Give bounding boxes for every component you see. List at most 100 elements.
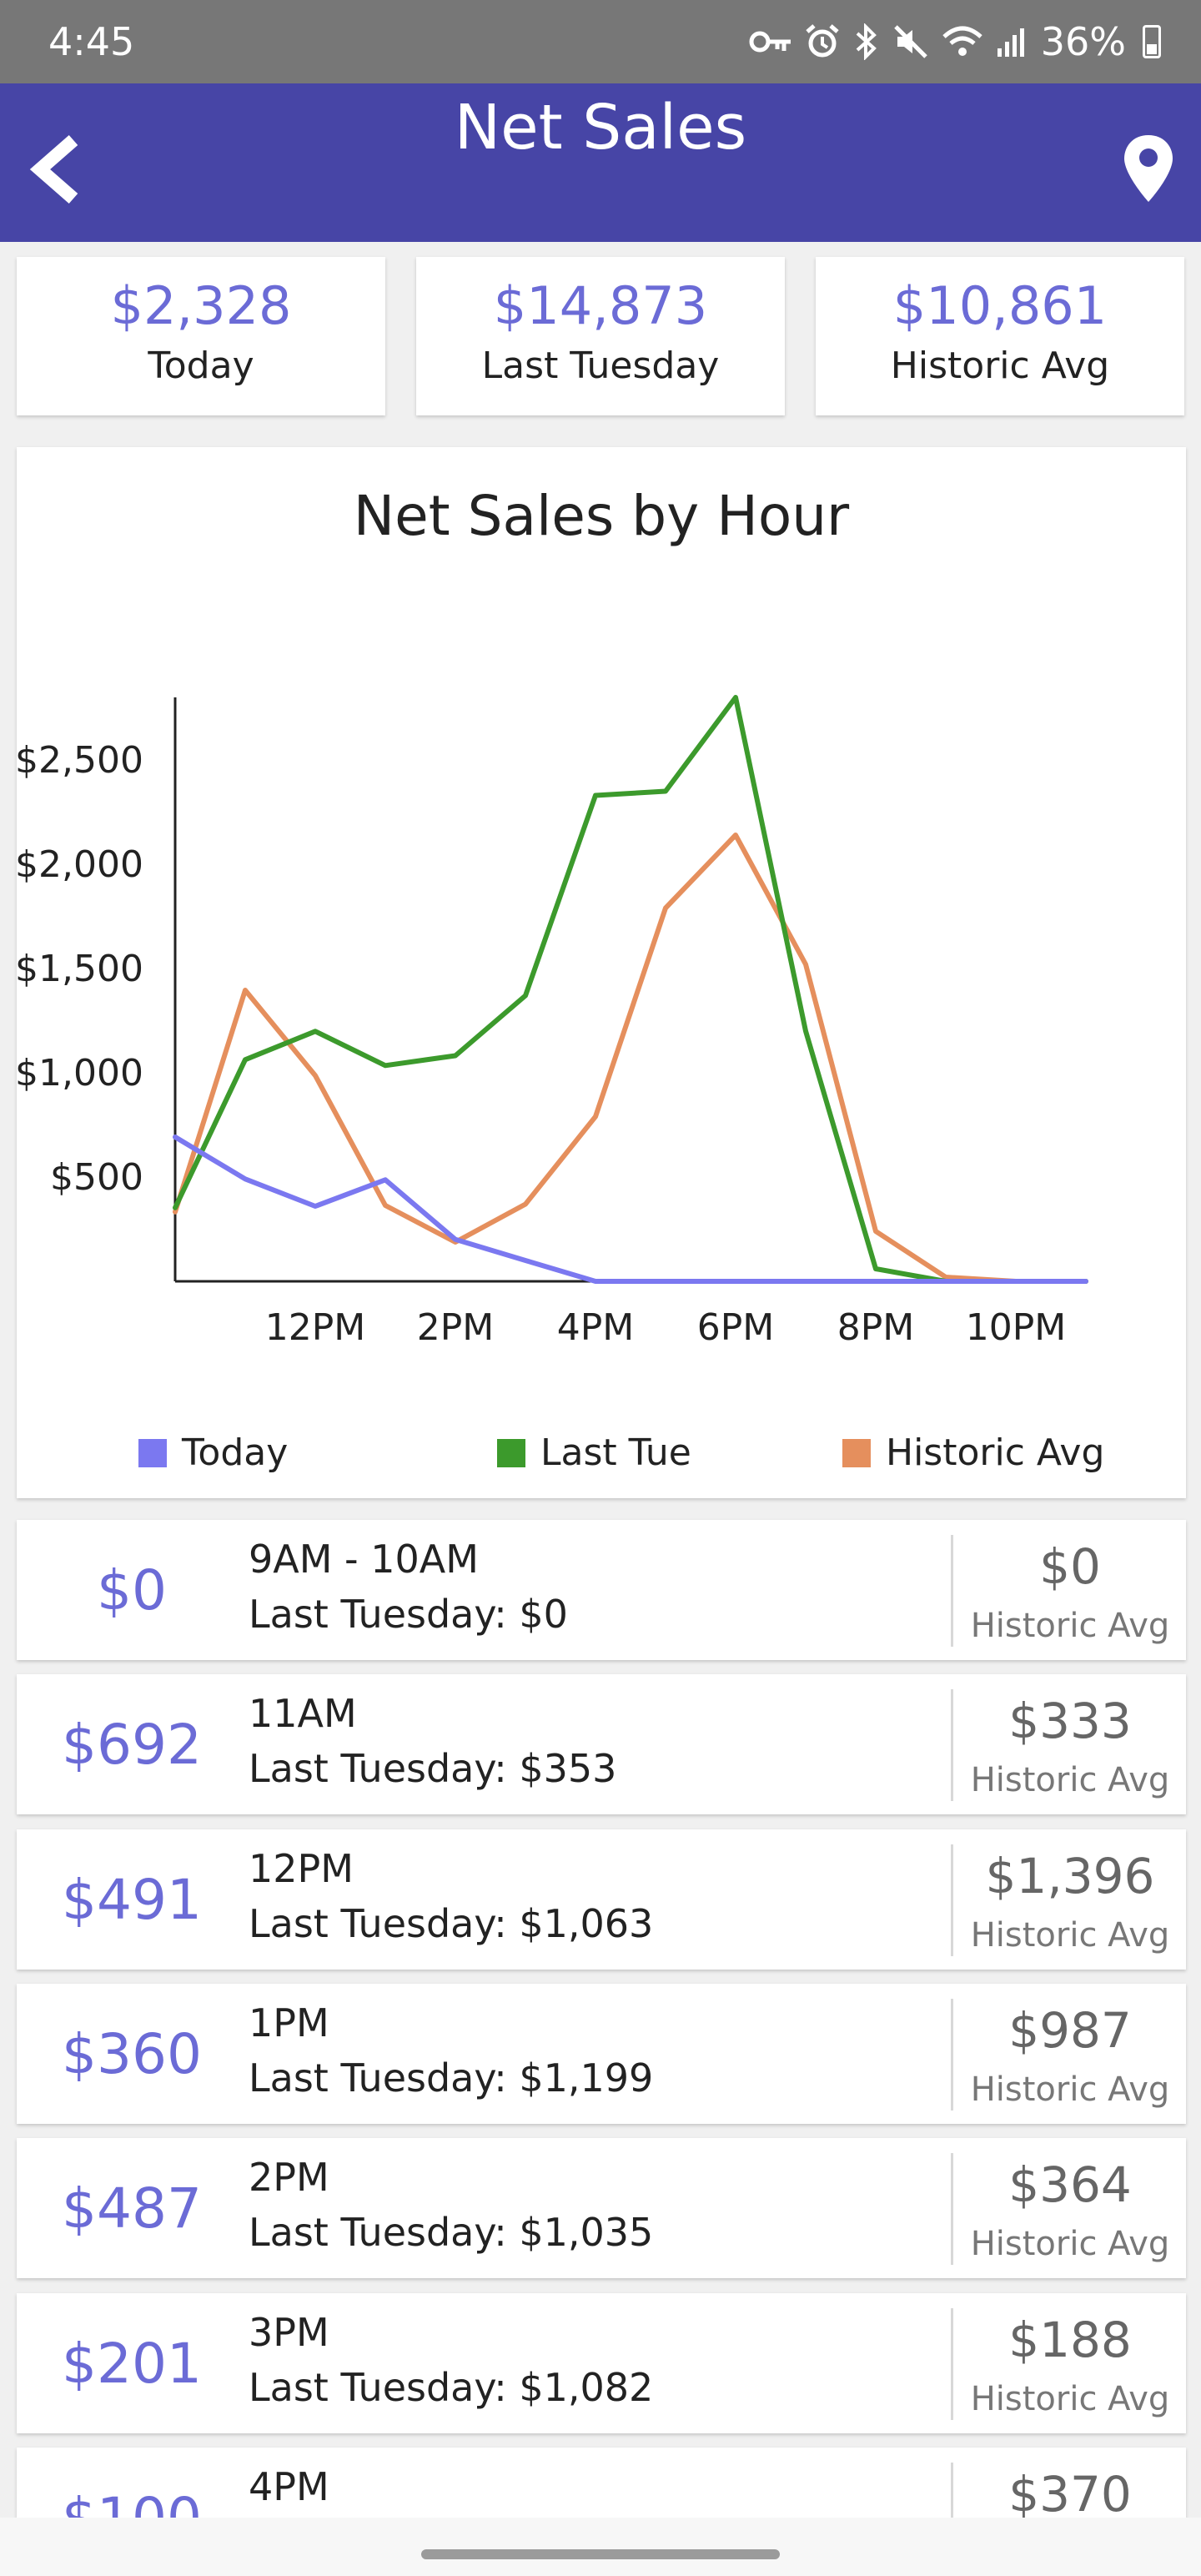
row-historic-label: Historic Avg (970, 1761, 1170, 1799)
row-hour-label: 1PM (249, 2000, 329, 2045)
row-hour-label: 12PM (249, 1846, 354, 1891)
y-tick-label: $2,000 (17, 843, 143, 886)
legend-label: Today (182, 1431, 289, 1474)
row-historic-value: $370 (1008, 2466, 1132, 2518)
chevron-left-icon[interactable] (23, 132, 90, 207)
row-today-amount: $201 (62, 2331, 202, 2396)
status-time: 4:45 (48, 19, 135, 64)
summary-label: Today (148, 345, 254, 387)
row-historic-label: Historic Avg (970, 2070, 1170, 2109)
app-bar: Net Sales (0, 83, 1201, 242)
summary-label: Last Tuesday (481, 345, 720, 387)
alarm-icon (806, 24, 839, 58)
row-divider (951, 1689, 953, 1801)
x-tick-label: 10PM (966, 1306, 1066, 1349)
battery-icon (1143, 25, 1161, 58)
legend-item-today: Today (138, 1431, 288, 1474)
wifi-icon (942, 26, 982, 56)
row-last-tuesday: Last Tuesday: $0 (249, 1592, 568, 1637)
x-tick-label: 6PM (697, 1306, 775, 1349)
signal-icon (997, 28, 1024, 57)
x-tick-label: 8PM (837, 1306, 915, 1349)
legend-swatch (138, 1438, 167, 1467)
row-last-tuesday: Last Tuesday: $1,035 (249, 2210, 654, 2255)
status-icons: 36% (749, 19, 1161, 64)
chart-legend: Today Last Tue Historic Avg (17, 1431, 1186, 1482)
summary-card-today: $2,328 Today (17, 257, 385, 415)
home-gesture-handle[interactable] (421, 2549, 780, 2559)
chart-card: Net Sales by Hour $500 $1,000 $1,500 $2,000… (17, 447, 1186, 1498)
row-divider (951, 2308, 953, 2420)
series-line-last-tue (173, 695, 1088, 1284)
row-today-amount: $491 (62, 1867, 202, 1932)
row-divider (951, 1844, 953, 1956)
row-divider (951, 2153, 953, 2265)
row-today-amount: $692 (62, 1712, 202, 1777)
row-hour-label: 9AM - 10AM (249, 1537, 479, 1582)
y-tick-label: $1,000 (17, 1052, 143, 1094)
page-title: Net Sales (454, 92, 747, 164)
y-tick-label: $1,500 (17, 948, 143, 990)
x-tick-label: 4PM (557, 1306, 635, 1349)
hour-row[interactable]: $487 2PM Last Tuesday: $1,035 $364 Histo… (17, 2138, 1186, 2278)
row-historic-label: Historic Avg (970, 1916, 1170, 1955)
row-today-amount: $360 (62, 2021, 202, 2086)
summary-value: $10,861 (892, 275, 1108, 336)
system-nav-bar (0, 2518, 1201, 2576)
chart-title: Net Sales by Hour (353, 484, 850, 548)
x-tick-label: 2PM (417, 1306, 495, 1349)
y-tick-label: $2,500 (17, 739, 143, 782)
row-historic-value: $987 (1008, 2002, 1132, 2059)
status-bar: 4:45 36% (0, 0, 1201, 83)
x-tick-label: 12PM (265, 1306, 365, 1349)
y-tick-label: $500 (50, 1156, 143, 1199)
battery-percent: 36% (1040, 19, 1126, 64)
row-hour-label: 11AM (249, 1691, 357, 1736)
row-divider (951, 1999, 953, 2111)
row-historic-value: $364 (1008, 2156, 1132, 2213)
row-historic-label: Historic Avg (970, 1607, 1170, 1645)
summary-card-last-tuesday: $14,873 Last Tuesday (416, 257, 785, 415)
mute-icon (893, 25, 927, 58)
row-hour-label: 3PM (249, 2310, 329, 2355)
series-line-today (173, 1135, 1088, 1284)
summary-value: $14,873 (493, 275, 708, 336)
vpn-key-icon (749, 31, 791, 53)
legend-swatch (842, 1438, 871, 1467)
hour-row[interactable]: $201 3PM Last Tuesday: $1,082 $188 Histo… (17, 2293, 1186, 2433)
row-historic-label: Historic Avg (970, 2380, 1170, 2418)
row-historic-value: $0 (1039, 1538, 1101, 1595)
summary-value: $2,328 (110, 275, 292, 336)
row-hour-label: 2PM (249, 2155, 329, 2200)
legend-item-historic-avg: Historic Avg (842, 1431, 1104, 1474)
row-historic-value: $188 (1008, 2312, 1132, 2368)
row-hour-label: 4PM (249, 2464, 329, 2509)
summary-card-historic-avg: $10,861 Historic Avg (816, 257, 1184, 415)
row-historic-value: $333 (1008, 1693, 1132, 1749)
series-line-historic-avg (173, 833, 1088, 1284)
legend-item-last-tue: Last Tue (497, 1431, 691, 1474)
row-historic-value: $1,396 (985, 1848, 1155, 1904)
map-pin-icon[interactable] (1119, 132, 1178, 207)
row-today-amount: $0 (97, 1557, 167, 1623)
bluetooth-icon (856, 23, 877, 60)
hour-row[interactable]: $692 11AM Last Tuesday: $353 $333 Histor… (17, 1674, 1186, 1814)
row-today-amount: $487 (62, 2176, 202, 2241)
row-divider (951, 2463, 953, 2518)
row-last-tuesday: Last Tuesday: $1,063 (249, 1901, 654, 1946)
row-historic-label: Historic Avg (970, 2225, 1170, 2263)
row-last-tuesday: Last Tuesday: $1,199 (249, 2055, 654, 2101)
hour-row[interactable]: $491 12PM Last Tuesday: $1,063 $1,396 Hi… (17, 1829, 1186, 1970)
row-last-tuesday: Last Tuesday: $353 (249, 1746, 617, 1791)
hour-row[interactable]: $100 4PM $370 (17, 2448, 1186, 2518)
row-divider (951, 1535, 953, 1647)
summary-label: Historic Avg (890, 345, 1110, 387)
legend-label: Last Tue (540, 1431, 691, 1474)
legend-label: Historic Avg (886, 1431, 1105, 1474)
legend-swatch (497, 1438, 525, 1467)
hour-row[interactable]: $360 1PM Last Tuesday: $1,199 $987 Histo… (17, 1984, 1186, 2124)
hour-row[interactable]: $0 9AM - 10AM Last Tuesday: $0 $0 Histor… (17, 1520, 1186, 1660)
row-last-tuesday: Last Tuesday: $1,082 (249, 2365, 654, 2410)
net-sales-line-chart: $500 $1,000 $1,500 $2,000 $2,500 12PM 2PM 4PM 6P… (17, 695, 1088, 1349)
row-today-amount: $100 (62, 2485, 202, 2518)
